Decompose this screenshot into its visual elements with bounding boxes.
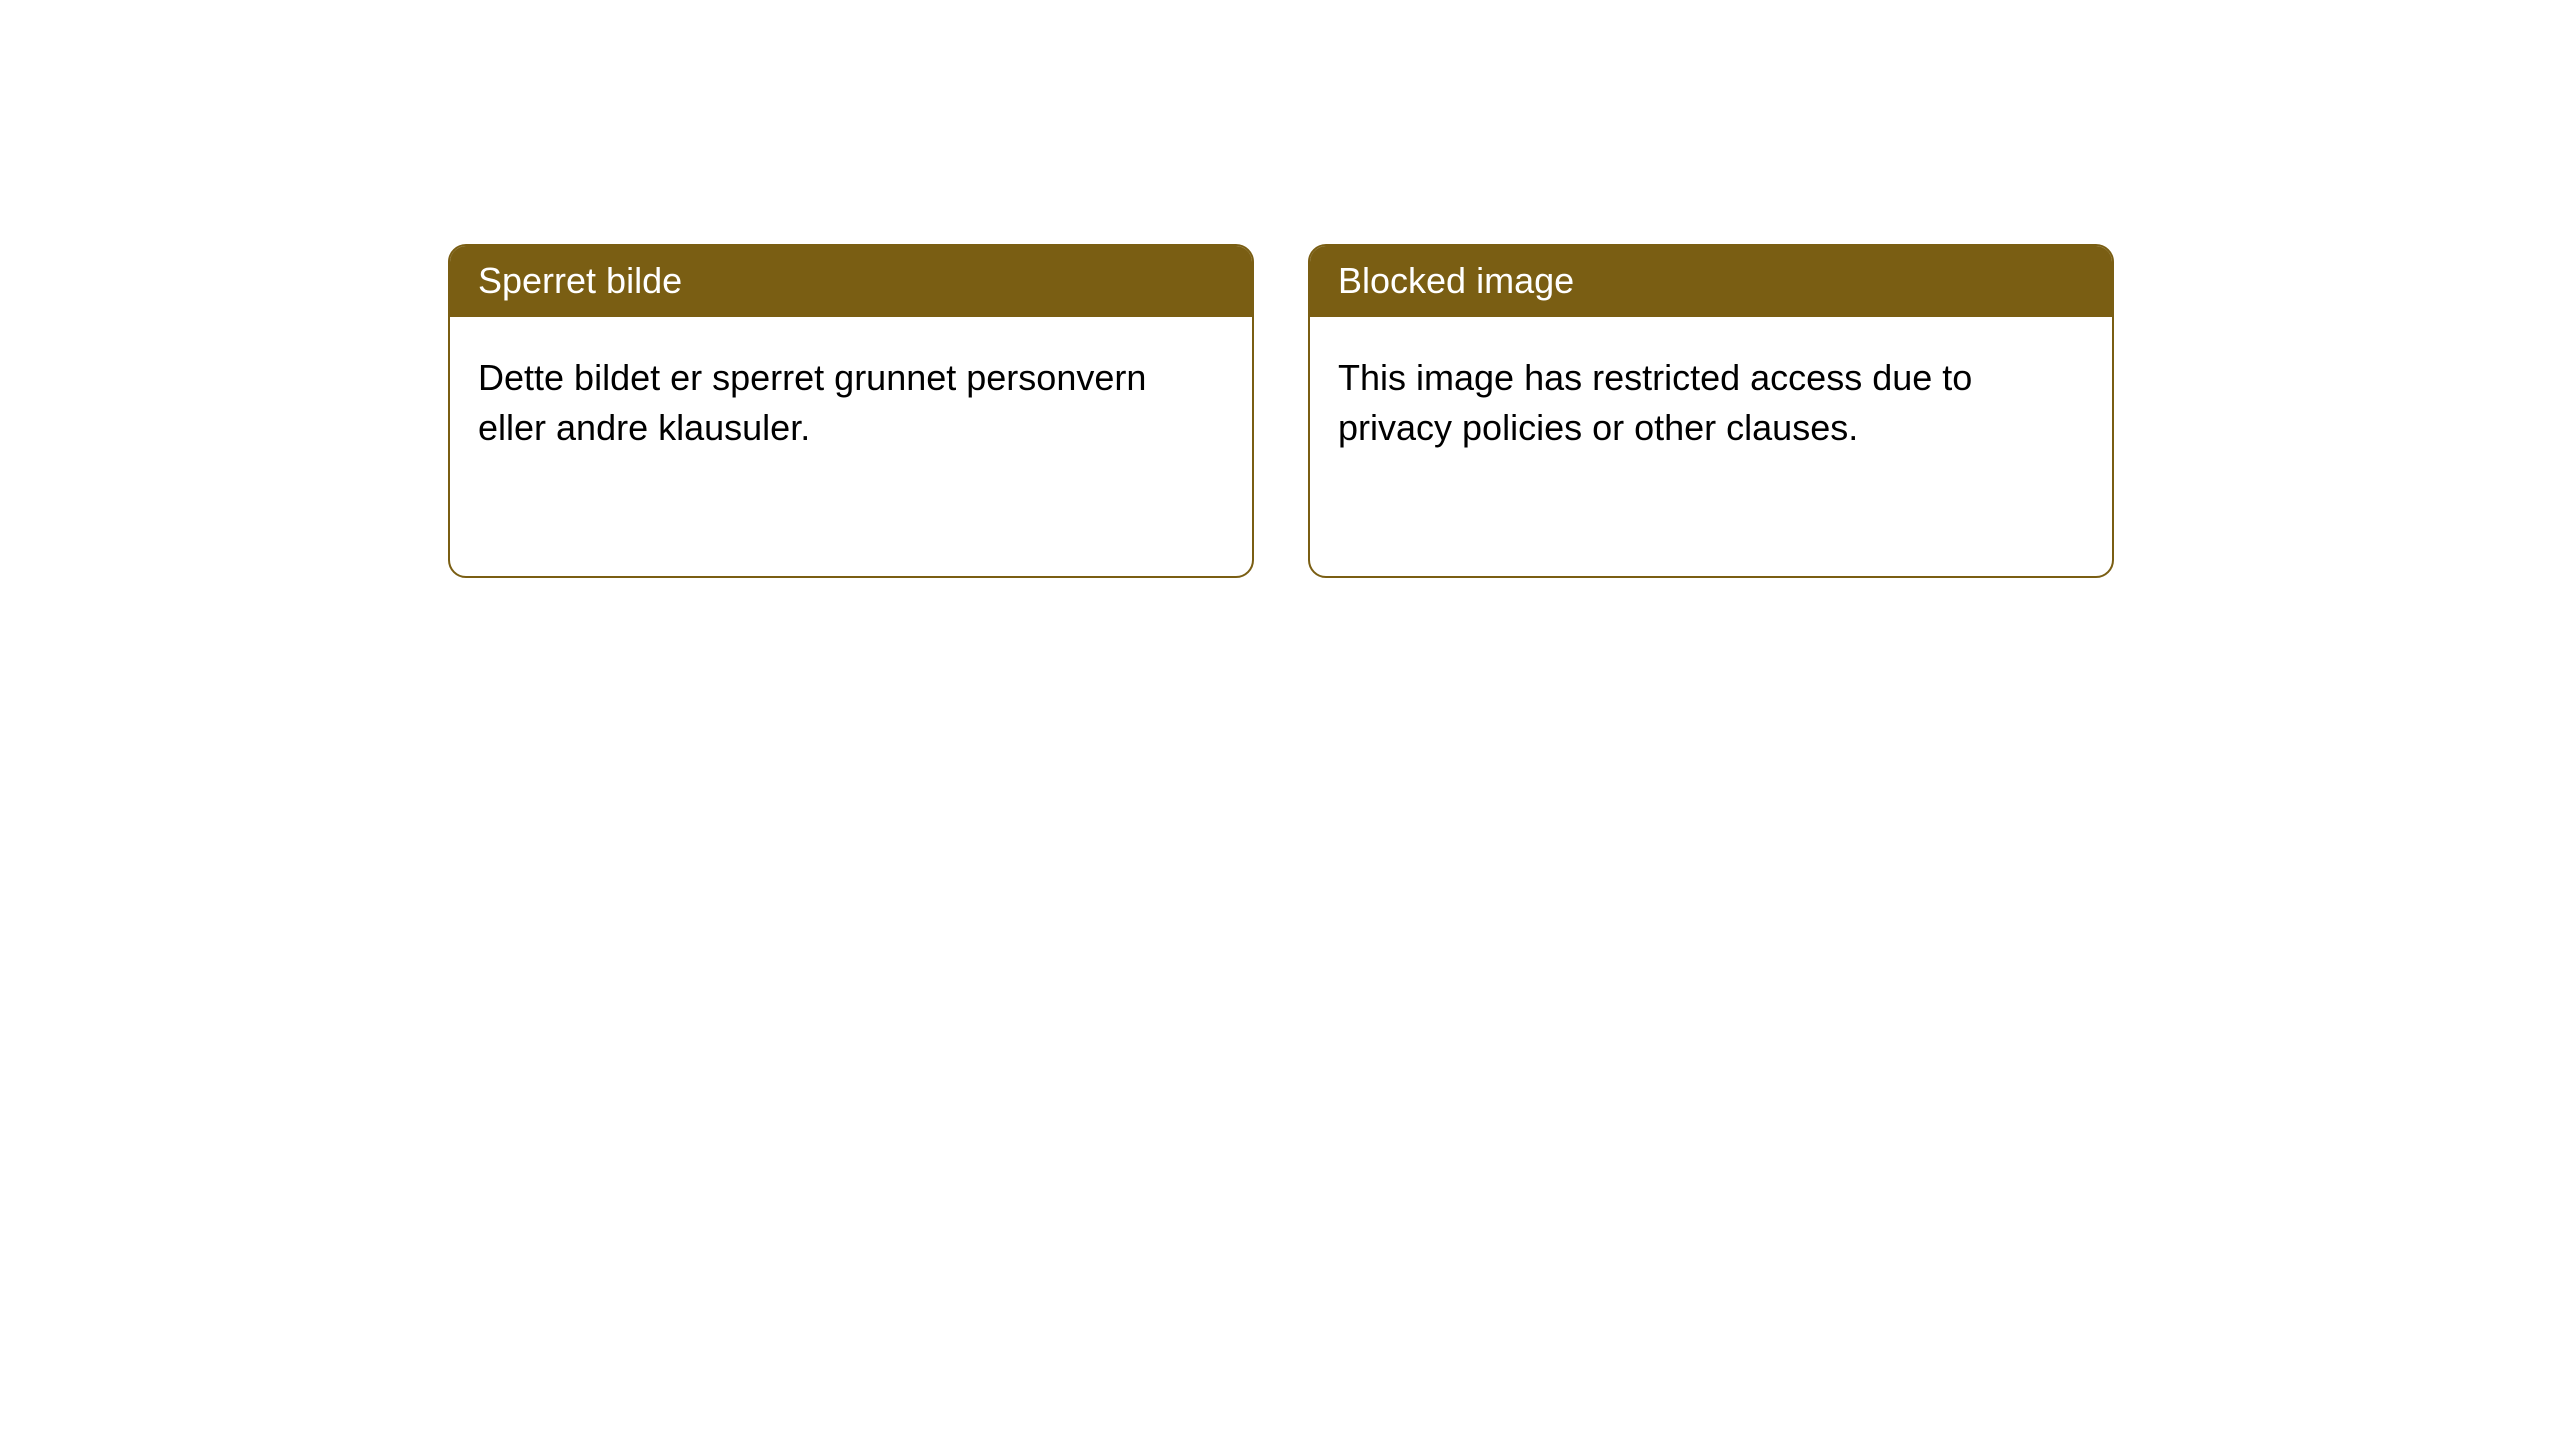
notice-title: Sperret bilde xyxy=(450,246,1252,317)
notice-title: Blocked image xyxy=(1310,246,2112,317)
notice-body: Dette bildet er sperret grunnet personve… xyxy=(450,317,1252,490)
notice-card-english: Blocked image This image has restricted … xyxy=(1308,244,2114,578)
notice-card-norwegian: Sperret bilde Dette bildet er sperret gr… xyxy=(448,244,1254,578)
notice-body: This image has restricted access due to … xyxy=(1310,317,2112,490)
notice-container: Sperret bilde Dette bildet er sperret gr… xyxy=(0,0,2560,578)
